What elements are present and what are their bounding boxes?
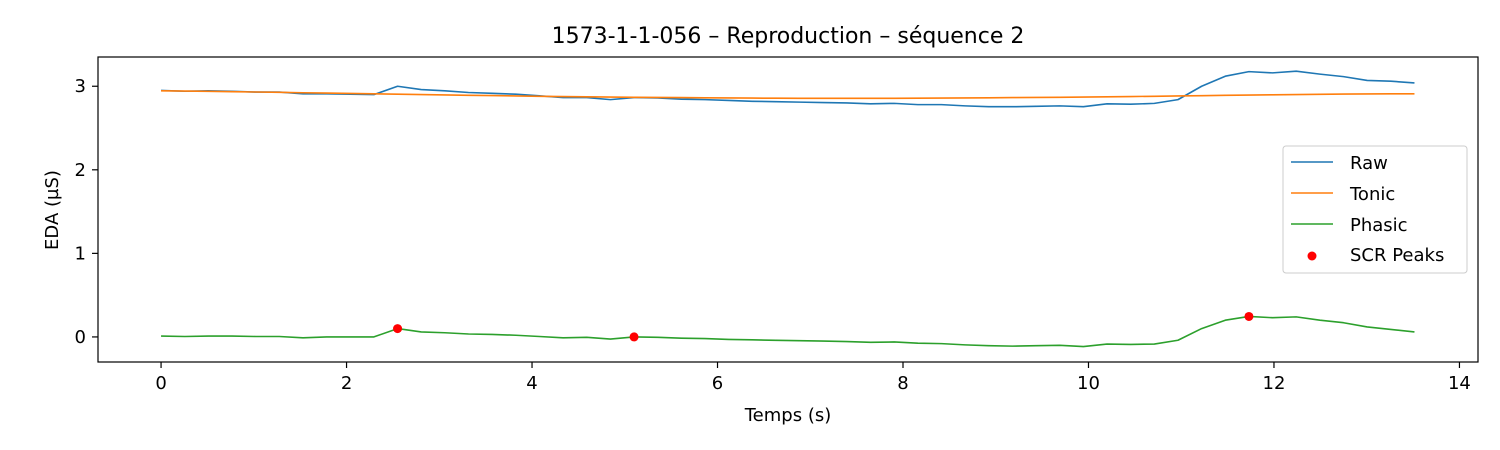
y-tick-label: 3 <box>75 76 86 97</box>
y-tick-label: 0 <box>75 327 86 348</box>
y-tick-label: 2 <box>75 160 86 181</box>
legend: Raw Tonic Phasic SCR Peaks <box>1282 145 1468 274</box>
legend-label-raw: Raw <box>1350 153 1388 174</box>
peaks-layer <box>393 311 1254 342</box>
x-tick-label: 14 <box>1448 373 1471 394</box>
scr-peak-point <box>393 324 403 334</box>
legend-label-scr-peaks: SCR Peaks <box>1350 245 1444 266</box>
legend-label-tonic: Tonic <box>1349 184 1395 205</box>
x-tick-label: 6 <box>712 373 723 394</box>
legend-swatch-scr-peaks <box>1307 251 1317 261</box>
x-tick-label: 8 <box>897 373 908 394</box>
x-tick-label: 2 <box>341 373 352 394</box>
plot-frame <box>97 56 1479 363</box>
x-axis-label: Temps (s) <box>744 405 832 426</box>
scr-peak-point <box>1244 311 1254 321</box>
x-tick-label: 10 <box>1077 373 1100 394</box>
x-tick-label: 12 <box>1263 373 1286 394</box>
legend-box <box>1282 145 1468 274</box>
chart-title: 1573-1-1-056 – Reproduction – séquence 2 <box>552 24 1025 49</box>
series-line-tonic <box>161 90 1415 100</box>
y-axis: 0 1 2 3 <box>75 76 98 348</box>
x-axis: 0 2 4 6 8 10 12 14 <box>155 362 1471 394</box>
x-tick-label: 4 <box>526 373 537 394</box>
y-axis-label: EDA (µS) <box>42 170 63 250</box>
series-layer <box>161 70 1415 348</box>
x-tick-label: 0 <box>155 373 166 394</box>
y-tick-label: 1 <box>75 243 86 264</box>
series-line-phasic <box>161 315 1415 348</box>
scr-peak-point <box>629 332 639 342</box>
legend-label-phasic: Phasic <box>1350 215 1408 236</box>
